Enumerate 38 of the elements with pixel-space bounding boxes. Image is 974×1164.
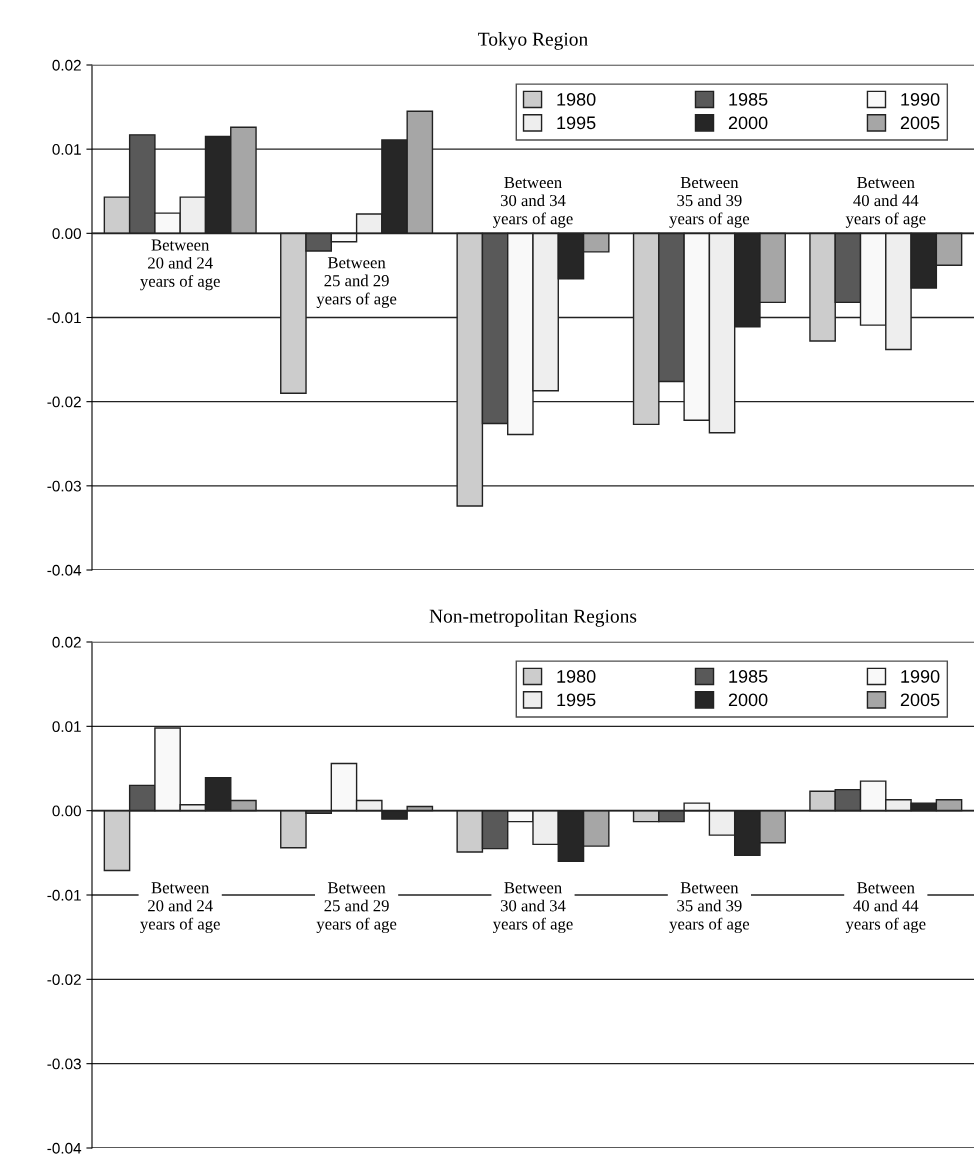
- y-tick-label: -0.01: [47, 312, 81, 324]
- y-tick-label: 0.01: [52, 721, 81, 733]
- legend-label: 1995: [557, 693, 596, 707]
- legend-label: 1980: [557, 93, 596, 106]
- legend-label: 1990: [901, 93, 940, 106]
- y-tick-label: -0.03: [47, 480, 81, 492]
- y-tick-label: 0.02: [52, 59, 81, 71]
- legend-label: 1995: [557, 116, 596, 130]
- x-tick-label: Between 30 and 34 years of age: [492, 177, 573, 228]
- x-tick-label: Between 30 and 34 years of age: [492, 882, 573, 934]
- y-tick-label: 0.00: [52, 805, 81, 817]
- x-tick-label: Between 20 and 24 years of age: [140, 239, 220, 291]
- y-tick-label: -0.02: [47, 974, 81, 986]
- legend-label: 2000: [728, 693, 768, 707]
- y-tick-label: -0.01: [47, 889, 81, 901]
- y-tick-label: -0.03: [47, 1058, 81, 1070]
- chart-title: Tokyo Region: [478, 32, 588, 50]
- legend-label: 1985: [729, 670, 768, 683]
- y-tick-label: -0.04: [47, 1142, 82, 1154]
- x-tick-label: Between 35 and 39 years of age: [669, 177, 750, 228]
- x-tick-label: Between 25 and 29 years of age: [316, 882, 397, 934]
- x-tick-label: Between 40 and 44 years of age: [845, 882, 926, 934]
- x-tick-label: Between 40 and 44 years of age: [845, 177, 926, 228]
- legend-label: 2000: [728, 116, 768, 130]
- legend-label: 1990: [901, 670, 940, 683]
- y-tick-label: -0.04: [47, 564, 82, 576]
- y-tick-label: 0.02: [52, 636, 81, 648]
- chart-title: Non-metropolitan Regions: [429, 609, 637, 627]
- x-tick-label: Between 35 and 39 years of age: [669, 882, 750, 934]
- y-tick-label: -0.02: [47, 396, 81, 408]
- legend-label: 2005: [900, 693, 940, 707]
- legend-label: 1985: [729, 93, 768, 106]
- x-tick-label: Between 20 and 24 years of age: [140, 882, 220, 934]
- y-tick-label: 0.01: [52, 144, 81, 155]
- x-tick-label: Between 25 and 29 years of age: [316, 257, 397, 308]
- y-tick-label: 0.00: [52, 228, 81, 240]
- legend-label: 2005: [900, 116, 940, 130]
- legend-label: 1980: [557, 670, 596, 683]
